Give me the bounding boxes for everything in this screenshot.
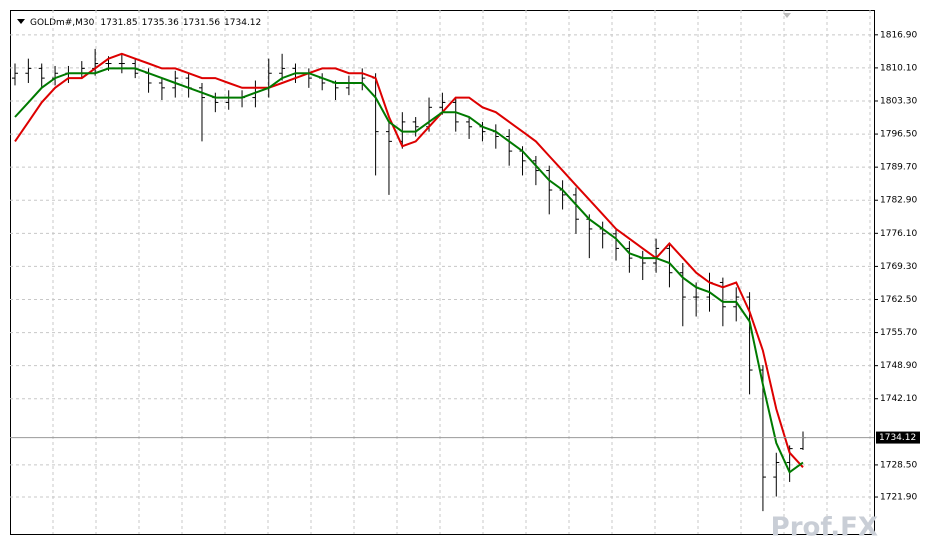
- last-open: 1731.85: [100, 18, 137, 28]
- y-tick-label: 1748.90: [880, 361, 917, 371]
- last-price-box: [876, 431, 920, 444]
- shift-marker: [783, 13, 791, 18]
- last-close: 1734.12: [224, 18, 261, 28]
- watermark: Prof.FX: [771, 513, 878, 543]
- indicator-line: [14, 67, 804, 474]
- y-tick-label: 1782.90: [880, 196, 917, 206]
- chart-header: GOLDm#,M30 1731.85 1735.36 1731.56 1734.12: [30, 18, 261, 28]
- last-low: 1731.56: [183, 18, 220, 28]
- plot-frame: [10, 10, 875, 535]
- last-high: 1735.36: [142, 18, 179, 28]
- y-tick-label: 1762.50: [880, 295, 917, 305]
- y-tick-label: 1721.90: [880, 493, 917, 503]
- y-tick-label: 1810.10: [880, 63, 917, 73]
- indicator-line: [14, 52, 804, 468]
- y-tick-label: 1796.50: [880, 130, 917, 140]
- menu-arrow[interactable]: [17, 19, 25, 24]
- y-tick-label: 1776.10: [880, 229, 917, 239]
- symbol: GOLDm#,M30: [30, 18, 95, 28]
- y-tick-label: 1742.10: [880, 394, 917, 404]
- y-tick-label: 1803.30: [880, 96, 917, 106]
- y-tick-label: 1789.70: [880, 163, 917, 173]
- last-price-label: 1734.12: [879, 433, 916, 443]
- y-tick-label: 1769.30: [880, 262, 917, 272]
- y-tick-label: 1755.70: [880, 328, 917, 338]
- y-tick-label: 1816.90: [880, 30, 917, 40]
- y-tick-label: 1728.50: [880, 460, 917, 470]
